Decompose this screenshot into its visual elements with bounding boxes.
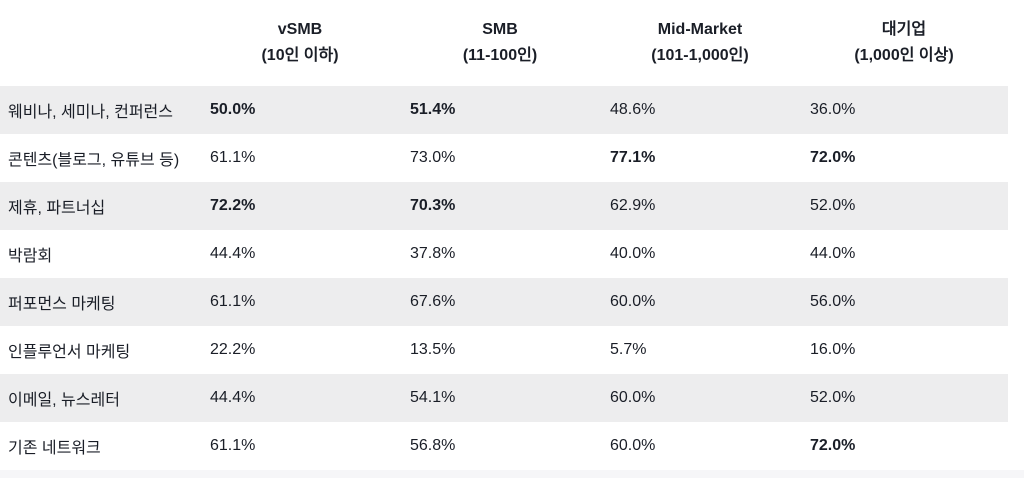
row-label: 이메일, 뉴스레터 [8,392,120,409]
row-label: 퍼포먼스 마케팅 [8,296,116,313]
column-header-title: vSMB [277,21,323,38]
cell-value: 77.1% [610,149,656,166]
cell-value: 52.0% [810,389,856,406]
column-header-title: Mid-Market [657,21,743,38]
cell-value: 5.7% [610,341,647,358]
cell-value: 60.0% [610,437,656,454]
column-header-subtitle: (101-1,000인) [651,47,749,64]
table-row: 콘텐츠(블로그, 유튜브 등) 61.1% 73.0% 77.1% 72.0% [0,134,1008,182]
column-header-title: SMB [482,21,518,38]
table-row: 제휴, 파트너십 72.2% 70.3% 62.9% 52.0% [0,182,1008,230]
table-row: 인플루언서 마케팅 22.2% 13.5% 5.7% 16.0% [0,326,1008,374]
row-label: 기존 네트워크 [8,440,101,457]
cell-value: 16.0% [810,341,856,358]
column-header-smb: SMB (11-100인) [400,0,600,86]
column-header-vsmb: vSMB (10인 이하) [200,0,400,86]
cell-value: 60.0% [610,389,656,406]
partial-next-row [0,470,1024,478]
cell-value: 73.0% [410,149,456,166]
row-label: 콘텐츠(블로그, 유튜브 등) [8,152,180,169]
cell-value: 36.0% [810,101,856,118]
header-empty-cell [0,0,200,86]
cell-value: 52.0% [810,197,856,214]
cell-value: 61.1% [210,437,256,454]
cell-value: 44.4% [210,245,256,262]
table-row: 웨비나, 세미나, 컨퍼런스 50.0% 51.4% 48.6% 36.0% [0,86,1008,134]
row-label: 웨비나, 세미나, 컨퍼런스 [8,104,173,121]
cell-value: 67.6% [410,293,456,310]
row-label: 인플루언서 마케팅 [8,344,131,361]
cell-value: 50.0% [210,101,256,118]
cell-value: 72.0% [810,437,856,454]
cell-value: 60.0% [610,293,656,310]
cell-value: 56.8% [410,437,456,454]
column-header-enterprise: 대기업 (1,000인 이상) [800,0,1008,86]
marketing-channels-table: vSMB (10인 이하) SMB (11-100인) Mid-Market (… [0,0,1008,470]
cell-value: 22.2% [210,341,256,358]
cell-value: 62.9% [610,197,656,214]
column-header-title: 대기업 [881,21,927,38]
header-row: vSMB (10인 이하) SMB (11-100인) Mid-Market (… [0,0,1008,86]
cell-value: 72.0% [810,149,856,166]
cell-value: 61.1% [210,149,256,166]
column-header-mid-market: Mid-Market (101-1,000인) [600,0,800,86]
table-body: 웨비나, 세미나, 컨퍼런스 50.0% 51.4% 48.6% 36.0% 콘텐츠(블로… [0,86,1008,470]
table-row: 이메일, 뉴스레터 44.4% 54.1% 60.0% 52.0% [0,374,1008,422]
column-header-subtitle: (11-100인) [462,47,538,64]
table-row: 기존 네트워크 61.1% 56.8% 60.0% 72.0% [0,422,1008,470]
cell-value: 13.5% [410,341,456,358]
table-row: 퍼포먼스 마케팅 61.1% 67.6% 60.0% 56.0% [0,278,1008,326]
cell-value: 56.0% [810,293,856,310]
cell-value: 72.2% [210,197,256,214]
column-header-subtitle: (1,000인 이상) [854,47,954,64]
cell-value: 37.8% [410,245,456,262]
cell-value: 70.3% [410,197,456,214]
row-label: 박람회 [8,248,53,265]
cell-value: 40.0% [610,245,656,262]
row-label: 제휴, 파트너십 [8,200,106,217]
cell-value: 44.4% [210,389,256,406]
cell-value: 54.1% [410,389,456,406]
table-row: 박람회 44.4% 37.8% 40.0% 44.0% [0,230,1008,278]
cell-value: 44.0% [810,245,856,262]
column-header-subtitle: (10인 이하) [261,47,339,64]
cell-value: 48.6% [610,101,656,118]
cell-value: 51.4% [410,101,456,118]
cell-value: 61.1% [210,293,256,310]
